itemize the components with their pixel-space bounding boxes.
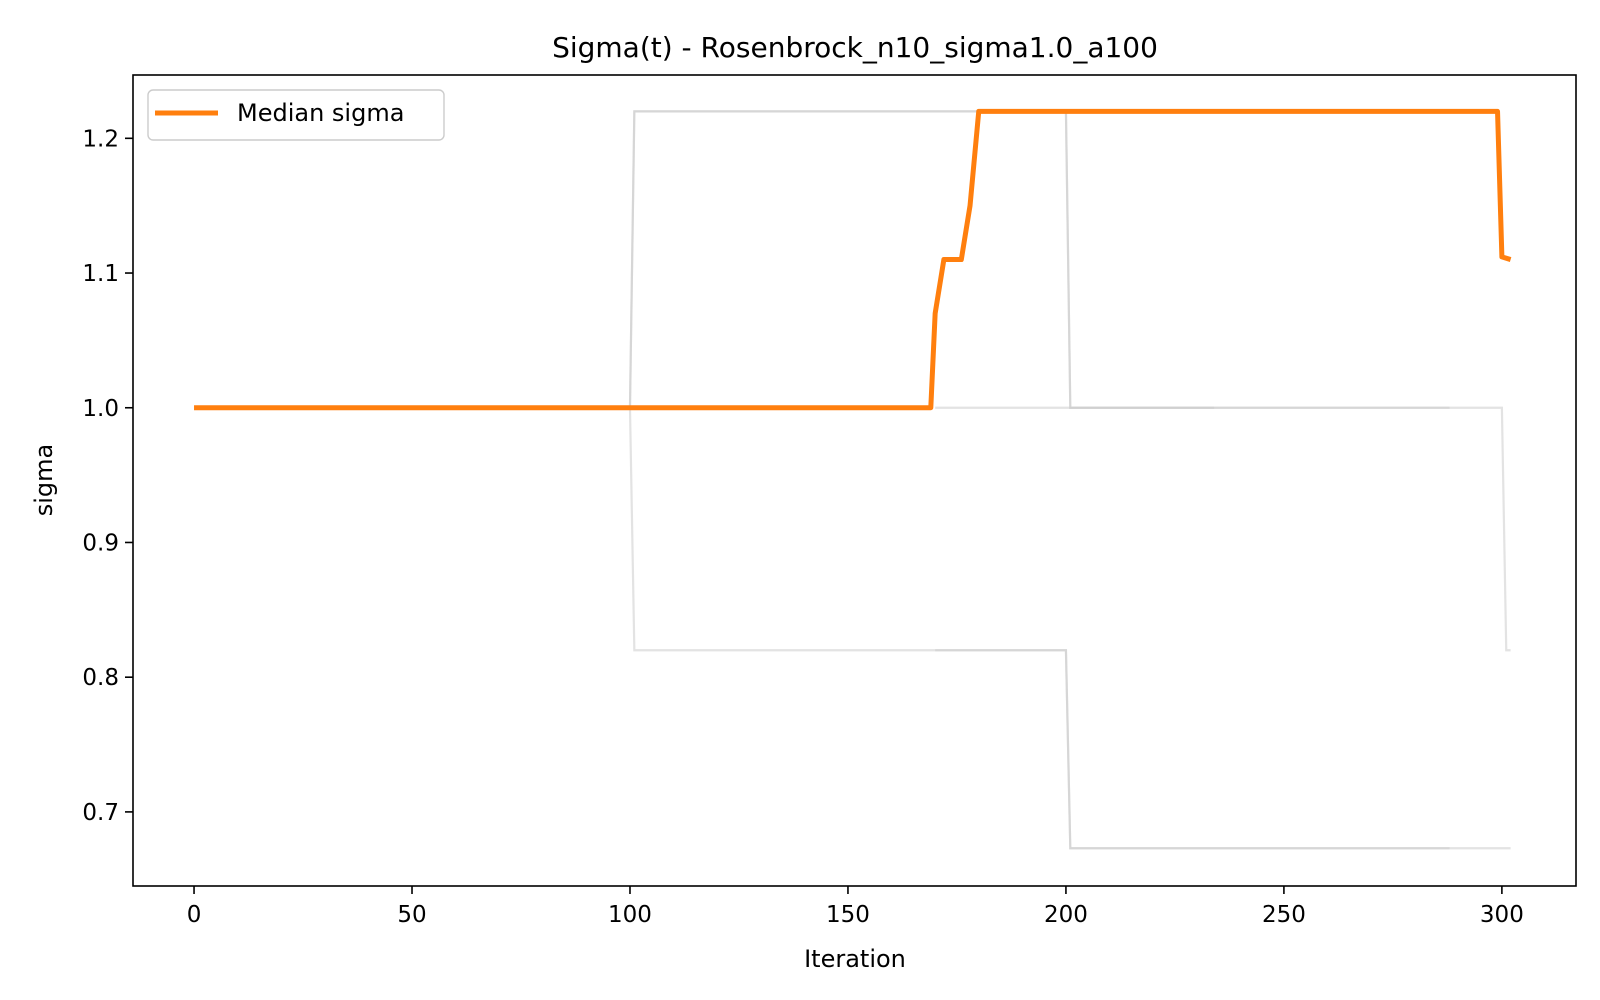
x-axis: 0 50 100 150 200 250 300 bbox=[187, 886, 1524, 928]
y-tick-label: 1.2 bbox=[82, 126, 119, 152]
run-line-5 bbox=[935, 406, 1511, 652]
run-line-4 bbox=[935, 649, 1511, 850]
legend-entry-median: Median sigma bbox=[237, 99, 404, 127]
plot-frame bbox=[132, 74, 1577, 887]
x-tick-label: 0 bbox=[187, 902, 202, 928]
x-axis-label: Iteration bbox=[804, 945, 906, 973]
x-tick-label: 200 bbox=[1044, 902, 1088, 928]
legend: Median sigma bbox=[147, 89, 445, 141]
x-tick-label: 100 bbox=[608, 902, 652, 928]
chart-title: Sigma(t) - Rosenbrock_n10_sigma1.0_a100 bbox=[552, 31, 1158, 64]
y-axis: 0.7 0.8 0.9 1.0 1.1 1.2 bbox=[82, 126, 133, 826]
y-tick-label: 0.8 bbox=[82, 665, 119, 691]
x-tick-label: 50 bbox=[397, 902, 426, 928]
plot-area bbox=[133, 75, 1576, 886]
y-tick-label: 0.9 bbox=[82, 530, 119, 556]
x-tick-label: 300 bbox=[1480, 902, 1524, 928]
legend-box bbox=[147, 89, 445, 141]
y-axis-label: sigma bbox=[30, 444, 58, 517]
median-line bbox=[194, 108, 1512, 411]
median-sigma-line bbox=[194, 108, 1512, 411]
y-tick-label: 1.1 bbox=[82, 261, 119, 287]
y-tick-label: 1.0 bbox=[82, 396, 119, 422]
x-tick-label: 250 bbox=[1262, 902, 1306, 928]
x-tick-label: 150 bbox=[826, 902, 870, 928]
y-tick-label: 0.7 bbox=[82, 800, 119, 826]
